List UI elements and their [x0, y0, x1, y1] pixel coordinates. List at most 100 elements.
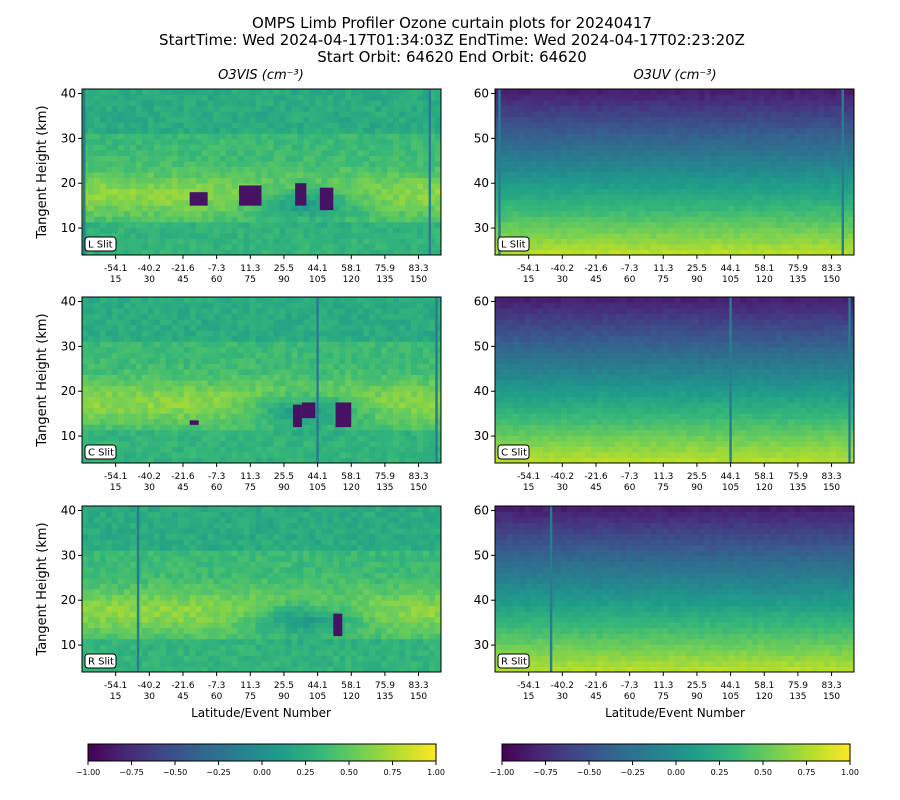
heatmap-cell	[806, 183, 813, 190]
heatmap-cell	[177, 238, 185, 245]
heatmap-cell	[710, 100, 717, 107]
heatmap-cell	[596, 232, 604, 239]
heatmap-cell	[351, 127, 358, 134]
heatmap-cell	[548, 94, 556, 101]
heatmap-cell	[596, 155, 604, 162]
heatmap-cell	[572, 111, 580, 118]
heatmap-cell	[267, 188, 274, 195]
heatmap-cell	[129, 391, 137, 398]
heatmap-cell	[506, 188, 514, 195]
heatmap-cell	[105, 324, 113, 331]
heatmap-cell	[818, 249, 825, 256]
heatmap-cell	[315, 210, 322, 217]
heatmap-cell	[189, 216, 197, 223]
heatmap-cell	[207, 380, 215, 387]
heatmap-cell	[626, 122, 634, 129]
heatmap-cell	[596, 133, 604, 140]
heatmap-cell	[303, 385, 310, 392]
heatmap-cell	[285, 341, 292, 348]
heatmap-cell	[291, 205, 298, 212]
heatmap-cell	[135, 451, 143, 458]
heatmap-cell	[195, 183, 203, 190]
heatmap-cell	[495, 111, 502, 118]
heatmap-cell	[686, 116, 693, 123]
heatmap-cell	[363, 177, 370, 184]
heatmap-cell	[381, 232, 388, 239]
heatmap-cell	[153, 243, 161, 250]
heatmap-cell	[141, 368, 149, 375]
heatmap-cell	[82, 429, 89, 436]
heatmap-cell	[572, 205, 580, 212]
heatmap-cell	[255, 424, 262, 431]
heatmap-cell	[129, 308, 137, 315]
heatmap-cell	[135, 232, 143, 239]
heatmap-cell	[99, 172, 107, 179]
heatmap-cell	[399, 160, 406, 167]
heatmap-cell	[794, 127, 801, 134]
heatmap-cell	[135, 238, 143, 245]
heatmap-cell	[225, 335, 233, 342]
heatmap-cell	[524, 199, 532, 206]
heatmap-cell	[225, 249, 233, 256]
heatmap-cell	[321, 380, 328, 387]
heatmap-cell	[632, 188, 640, 195]
heatmap-cell	[644, 133, 652, 140]
heatmap-cell	[105, 249, 113, 256]
heatmap-cell	[261, 89, 268, 96]
heatmap-cell	[183, 232, 191, 239]
heatmap-cell	[536, 105, 544, 112]
heatmap-cell	[147, 297, 155, 304]
heatmap-cell	[321, 413, 328, 420]
heatmap-cell	[261, 144, 268, 151]
heatmap-cell	[105, 374, 113, 381]
heatmap-cell	[165, 457, 173, 464]
heatmap-cell	[656, 149, 664, 156]
heatmap-cell	[548, 172, 556, 179]
heatmap-cell	[345, 122, 352, 129]
heatmap-cell	[117, 407, 125, 414]
heatmap-cell	[333, 352, 340, 359]
heatmap-cell	[231, 413, 239, 420]
heatmap-cell	[279, 155, 286, 162]
heatmap-cell	[536, 232, 544, 239]
heatmap-cell	[243, 341, 251, 348]
heatmap-cell	[285, 183, 292, 190]
heatmap-cell	[632, 149, 640, 156]
heatmap-cell	[297, 127, 304, 134]
heatmap-cell	[255, 308, 262, 315]
heatmap-cell	[249, 149, 257, 156]
heatmap-cell	[243, 385, 251, 392]
heatmap-cell	[135, 116, 143, 123]
heatmap-cell	[249, 385, 257, 392]
heatmap-cell	[578, 89, 586, 96]
heatmap-cell	[704, 127, 711, 134]
heatmap-cell	[584, 249, 592, 256]
heatmap-cell	[105, 363, 113, 370]
heatmap-cell	[596, 138, 604, 145]
heatmap-cell	[327, 122, 334, 129]
heatmap-cell	[596, 183, 604, 190]
heatmap-cell	[261, 183, 268, 190]
heatmap-cell	[243, 232, 251, 239]
heatmap-cell	[111, 335, 119, 342]
heatmap-cell	[219, 457, 227, 464]
heatmap-cell	[141, 446, 149, 453]
heatmap-cell	[782, 133, 789, 140]
heatmap-cell	[746, 232, 753, 239]
heatmap-cell	[165, 155, 173, 162]
heatmap-cell	[291, 89, 298, 96]
heatmap-cell	[602, 232, 610, 239]
heatmap-cell	[650, 144, 658, 151]
heatmap-cell	[518, 205, 526, 212]
heatmap-cell	[548, 177, 556, 184]
heatmap-cell	[722, 238, 729, 245]
heatmap-cell	[728, 177, 735, 184]
heatmap-cell	[333, 313, 340, 320]
heatmap-cell	[327, 363, 334, 370]
heatmap-cell	[291, 249, 298, 256]
heatmap-cell	[788, 183, 795, 190]
heatmap-cell	[303, 380, 310, 387]
heatmap-cell	[123, 407, 131, 414]
heatmap-cell	[524, 116, 532, 123]
heatmap-cell	[662, 138, 670, 145]
